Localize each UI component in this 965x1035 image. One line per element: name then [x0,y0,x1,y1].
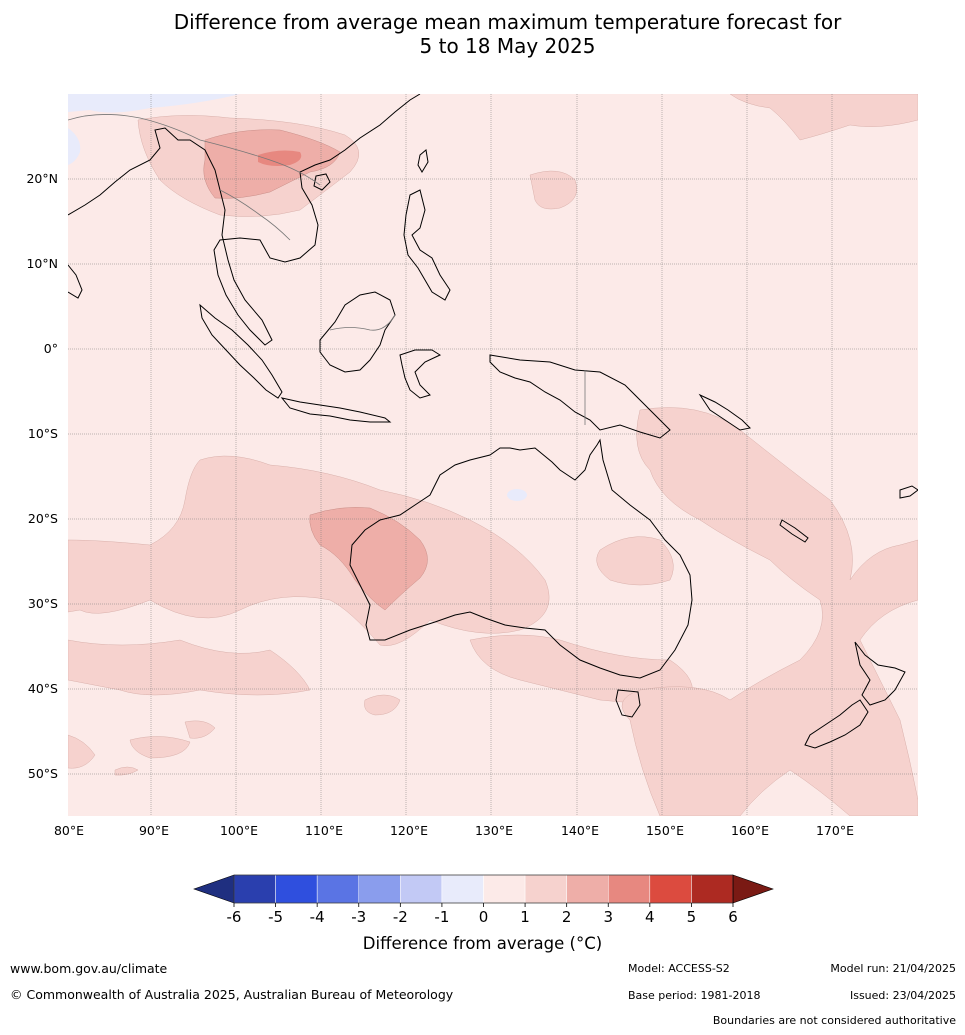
colorbar-tick-label: 5 [687,908,697,926]
colorbar-tick-label: 4 [645,908,655,926]
colorbar-segments [193,874,774,904]
colorbar-tick-label: -2 [393,908,408,926]
forecast-map: 20°N 10°N 0° 10°S 20°S 30°S 40°S 50°S 80… [26,94,918,838]
colorbar-tick-label: -6 [227,908,242,926]
colorbar-segment [608,874,651,904]
lat-label: 20°N [26,171,58,186]
colorbar-ticks: -6 -5 -4 -3 -2 -1 0 1 2 3 4 5 6 [227,903,738,926]
colorbar-segment [441,874,484,904]
australia-coast [349,438,693,679]
colorbar-extend-low [193,874,235,904]
sulawesi-coast [399,349,442,399]
title-line-2: 5 to 18 May 2025 [419,34,596,58]
solomon-islands-coast [698,393,752,431]
model-run-text: Model run: 21/04/2025 [830,962,956,975]
lat-label: 50°S [28,766,58,781]
anomaly-3-4 [258,150,302,166]
colorbar-tick-label: -3 [351,908,366,926]
lon-label: 80°E [54,823,84,838]
lat-label: 0° [44,341,58,356]
model-text: Model: ACCESS-S2 [628,962,730,975]
lat-label: 40°S [28,681,58,696]
java-coast [280,397,392,423]
lon-label: 110°E [305,823,343,838]
colorbar-segment [316,874,359,904]
colorbar-segment [483,874,526,904]
title-line-1: Difference from average mean maximum tem… [173,10,842,34]
colorbar-tick-label: 1 [520,908,530,926]
lon-label: 100°E [220,823,258,838]
lon-label: 150°E [646,823,684,838]
colorbar-tick-label: -1 [434,908,449,926]
map-area [68,94,918,816]
colorbar-tick-label: 2 [562,908,572,926]
map-title: Difference from average mean maximum tem… [0,10,965,58]
issued-text: Issued: 23/04/2025 [849,989,956,1002]
fiji-coast [899,485,918,499]
colorbar-tick-label: -5 [268,908,283,926]
colorbar-segment [233,874,276,904]
tasmania-coast [615,689,641,718]
latitude-labels: 20°N 10°N 0° 10°S 20°S 30°S 40°S 50°S [26,171,58,781]
colorbar-segment [691,874,734,904]
lon-label: 130°E [475,823,513,838]
borneo-coast [319,291,396,373]
coastlines [68,94,918,749]
asia-mainland-coast [68,94,421,346]
colorbar-extend-high [732,874,774,904]
colorbar-label: Difference from average (°C) [362,934,603,953]
copyright-text: © Commonwealth of Australia 2025, Austra… [10,987,454,1002]
disclaimer-text: Boundaries are not considered authoritat… [712,1014,956,1027]
taiwan-coast [417,149,429,173]
colorbar-segment [275,874,318,904]
website-link[interactable]: www.bom.gov.au/climate [10,961,168,976]
base-period-text: Base period: 1981-2018 [628,989,761,1002]
colorbar-tick-label: -4 [310,908,325,926]
lon-label: 170°E [816,823,854,838]
lon-label: 120°E [390,823,428,838]
colorbar-tick-label: 3 [603,908,613,926]
colorbar-segment [566,874,609,904]
lat-label: 10°S [28,426,58,441]
lat-label: 20°S [28,511,58,526]
lon-label: 160°E [731,823,769,838]
country-boundaries [68,114,586,425]
anomaly-negative-australia [507,489,527,501]
lat-label: 10°N [26,256,58,271]
new-caledonia-coast [779,519,809,543]
colorbar-segment [524,874,567,904]
lon-label: 140°E [561,823,599,838]
new-guinea-coast [489,354,671,439]
colorbar-tick-label: 6 [728,908,738,926]
hainan-coast [313,173,331,191]
sumatra-coast [199,303,283,399]
new-zealand-north-coast [854,641,906,706]
lat-label: 30°S [28,596,58,611]
anomaly-negative-west [68,128,81,165]
philippines-coast [403,189,451,301]
colorbar-segment [358,874,401,904]
colorbar-segment [649,874,692,904]
anomaly-negative-himalaya [68,94,240,113]
india-coast [68,264,83,299]
colorbar: -6 -5 -4 -3 -2 -1 0 1 2 3 4 5 6 [193,874,774,926]
new-zealand-south-coast [804,699,869,749]
colorbar-tick-label: 0 [479,908,489,926]
longitude-labels: 80°E 90°E 100°E 110°E 120°E 130°E 140°E … [54,823,854,838]
colorbar-segment [400,874,443,904]
lon-label: 90°E [139,823,169,838]
